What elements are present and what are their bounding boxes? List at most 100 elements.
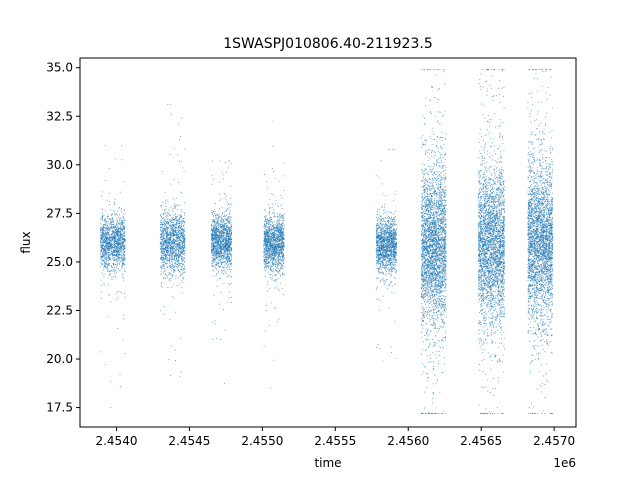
data-point bbox=[161, 222, 163, 224]
data-point bbox=[216, 244, 218, 246]
data-point bbox=[122, 229, 124, 231]
data-point bbox=[171, 247, 173, 249]
data-point bbox=[264, 260, 266, 262]
data-point bbox=[268, 244, 270, 246]
data-point bbox=[101, 237, 102, 239]
data-point bbox=[278, 223, 280, 224]
data-point bbox=[162, 251, 163, 252]
data-point bbox=[172, 264, 174, 266]
data-point bbox=[212, 269, 214, 271]
data-point bbox=[227, 218, 229, 220]
data-point bbox=[182, 243, 183, 245]
data-point bbox=[214, 235, 216, 237]
data-point bbox=[170, 255, 172, 257]
data-point bbox=[108, 249, 110, 251]
data-point bbox=[227, 245, 229, 247]
data-point bbox=[181, 292, 183, 293]
data-point bbox=[180, 233, 182, 235]
data-point bbox=[119, 240, 121, 242]
data-point bbox=[178, 214, 180, 216]
data-point bbox=[119, 243, 121, 245]
data-point bbox=[282, 268, 284, 270]
data-point bbox=[173, 250, 175, 252]
data-point bbox=[112, 219, 114, 221]
data-point bbox=[220, 238, 222, 240]
data-point bbox=[181, 160, 183, 162]
data-point bbox=[123, 259, 125, 261]
data-point bbox=[276, 246, 278, 248]
data-point bbox=[113, 259, 115, 261]
data-point bbox=[219, 234, 221, 236]
data-point bbox=[281, 248, 282, 250]
data-point bbox=[215, 237, 217, 239]
data-point bbox=[224, 262, 226, 264]
data-point bbox=[120, 246, 122, 248]
data-point bbox=[264, 261, 266, 263]
data-point bbox=[228, 291, 230, 293]
data-point bbox=[219, 224, 221, 225]
data-point bbox=[225, 250, 227, 252]
data-point bbox=[226, 235, 228, 237]
data-point bbox=[213, 226, 215, 228]
data-point bbox=[178, 239, 180, 241]
data-point bbox=[169, 231, 171, 232]
data-point bbox=[171, 234, 173, 236]
data-point bbox=[112, 234, 114, 236]
data-point bbox=[160, 247, 162, 249]
data-point bbox=[162, 237, 164, 239]
data-point bbox=[183, 250, 185, 252]
data-point bbox=[165, 257, 167, 259]
data-point bbox=[182, 265, 184, 267]
data-point bbox=[169, 278, 170, 280]
data-point bbox=[160, 257, 162, 259]
data-point bbox=[226, 237, 227, 239]
data-point bbox=[165, 250, 167, 252]
data-point bbox=[212, 211, 214, 213]
data-point bbox=[280, 242, 281, 244]
data-point bbox=[114, 201, 116, 203]
data-point bbox=[175, 237, 177, 238]
data-point bbox=[117, 242, 119, 244]
data-point bbox=[222, 267, 224, 269]
data-point bbox=[103, 235, 105, 236]
data-point bbox=[108, 238, 110, 240]
data-point bbox=[217, 225, 218, 226]
data-point bbox=[179, 225, 181, 226]
data-point bbox=[184, 244, 186, 246]
data-point bbox=[227, 232, 229, 234]
data-point bbox=[170, 235, 172, 237]
data-point bbox=[112, 269, 114, 271]
data-point bbox=[112, 225, 114, 227]
data-point bbox=[116, 220, 118, 222]
data-point bbox=[277, 241, 279, 242]
data-point bbox=[226, 225, 228, 227]
data-point bbox=[213, 252, 215, 254]
data-point bbox=[216, 264, 218, 266]
data-point bbox=[273, 243, 275, 245]
data-point bbox=[161, 255, 163, 257]
data-point bbox=[177, 230, 179, 232]
data-point bbox=[263, 259, 265, 261]
data-point bbox=[225, 222, 227, 224]
data-point bbox=[213, 265, 215, 267]
data-point bbox=[166, 227, 168, 229]
data-point bbox=[228, 213, 230, 214]
data-point bbox=[110, 265, 112, 267]
data-point bbox=[219, 255, 221, 257]
data-point bbox=[109, 264, 111, 266]
data-point bbox=[184, 241, 186, 243]
data-point bbox=[103, 239, 105, 241]
data-point bbox=[230, 249, 232, 251]
data-point bbox=[282, 272, 284, 274]
data-point bbox=[106, 316, 108, 318]
data-point bbox=[119, 243, 121, 244]
data-point bbox=[169, 247, 171, 249]
data-point bbox=[230, 224, 232, 226]
data-point bbox=[182, 253, 184, 255]
data-point bbox=[229, 228, 231, 230]
data-point bbox=[104, 236, 106, 238]
data-point bbox=[121, 244, 123, 246]
data-point bbox=[215, 256, 217, 258]
data-point bbox=[264, 220, 266, 222]
data-point bbox=[272, 275, 274, 277]
